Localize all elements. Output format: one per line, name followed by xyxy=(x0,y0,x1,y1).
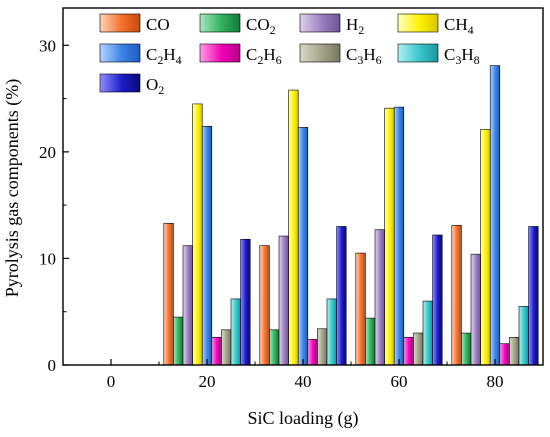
legend-swatch-co xyxy=(99,13,141,33)
bar-c3h8-40 xyxy=(326,298,337,366)
y-tick-label-30: 30 xyxy=(39,36,56,55)
legend-label-h2: H2 xyxy=(346,15,364,37)
bar-c3h8-80 xyxy=(518,306,529,366)
bar-c2h6-20 xyxy=(211,336,222,366)
y-tick-label-20: 20 xyxy=(39,143,56,162)
bar-h2-80 xyxy=(470,253,481,366)
bar-c2h4-40 xyxy=(297,127,309,366)
legend-label-c3h6: C3H6 xyxy=(346,45,382,67)
bar-c3h8-20 xyxy=(230,298,241,366)
bar-o2-80 xyxy=(528,226,539,366)
bar-o2-40 xyxy=(336,226,347,366)
legend-swatch-o2 xyxy=(99,73,141,93)
legend-label-c2h6: C2H6 xyxy=(246,45,282,67)
bar-c3h6-60 xyxy=(413,332,424,366)
y-tick-label-10: 10 xyxy=(39,249,56,268)
bar-c3h6-40 xyxy=(317,328,328,366)
legend: CO CO2 H2 CH4 C2H4 C2H6 C3H6 C3H8 O2 xyxy=(99,13,480,97)
x-tick-label-80: 80 xyxy=(487,372,504,391)
bar-c2h4-20 xyxy=(201,125,213,366)
bar-c2h4-80 xyxy=(489,65,501,366)
bar-co2-20 xyxy=(173,316,184,366)
bar-c2h4-60 xyxy=(393,106,405,366)
bar-c2h6-80 xyxy=(499,343,510,366)
bar-h2-40 xyxy=(278,235,289,366)
legend-label-o2: O2 xyxy=(146,75,164,97)
bar-h2-20 xyxy=(182,245,193,366)
legend-label-co: CO xyxy=(146,15,170,34)
legend-swatch-c2h6 xyxy=(199,43,241,63)
bar-c2h6-40 xyxy=(307,339,318,366)
bar-c3h6-80 xyxy=(509,336,520,366)
axis-ticks: 0 20 40 60 80 0 10 20 30 xyxy=(39,36,504,391)
legend-swatch-co2 xyxy=(199,13,241,33)
legend-label-c3h8: C3H8 xyxy=(444,45,480,67)
y-tick-label-0: 0 xyxy=(48,356,57,375)
bar-co2-40 xyxy=(269,329,280,366)
legend-label-c2h4: C2H4 xyxy=(146,45,182,67)
x-tick-label-60: 60 xyxy=(391,372,408,391)
x-axis-title: SiC loading (g) xyxy=(248,408,359,429)
bar-co2-60 xyxy=(365,317,376,366)
bar-o2-60 xyxy=(432,234,443,366)
bar-ch4-60 xyxy=(384,107,395,366)
legend-swatch-c3h8 xyxy=(397,43,439,63)
x-tick-label-20: 20 xyxy=(199,372,216,391)
x-tick-label-40: 40 xyxy=(295,372,312,391)
bar-ch4-40 xyxy=(288,89,299,366)
legend-swatch-h2 xyxy=(299,13,341,33)
legend-swatch-ch4 xyxy=(397,13,439,33)
bar-o2-20 xyxy=(240,238,251,366)
legend-label-co2: CO2 xyxy=(246,15,276,37)
bar-c3h8-60 xyxy=(422,300,433,366)
legend-swatch-c2h4 xyxy=(99,43,141,63)
y-axis-title: Pyrolysis gas components (%) xyxy=(2,79,23,297)
bar-co-20 xyxy=(163,222,174,366)
bar-h2-60 xyxy=(374,229,385,366)
bars-layer xyxy=(163,65,539,366)
bar-ch4-80 xyxy=(480,129,491,366)
bar-ch4-20 xyxy=(192,103,203,366)
bar-co-80 xyxy=(451,225,462,366)
legend-label-ch4: CH4 xyxy=(444,15,474,37)
bar-c3h6-20 xyxy=(221,329,232,366)
bar-co-40 xyxy=(259,245,270,366)
x-tick-label-0: 0 xyxy=(107,372,116,391)
bar-co2-80 xyxy=(461,332,472,366)
legend-swatch-c3h6 xyxy=(299,43,341,63)
bar-c2h6-60 xyxy=(403,336,414,366)
bar-co-60 xyxy=(355,252,366,366)
